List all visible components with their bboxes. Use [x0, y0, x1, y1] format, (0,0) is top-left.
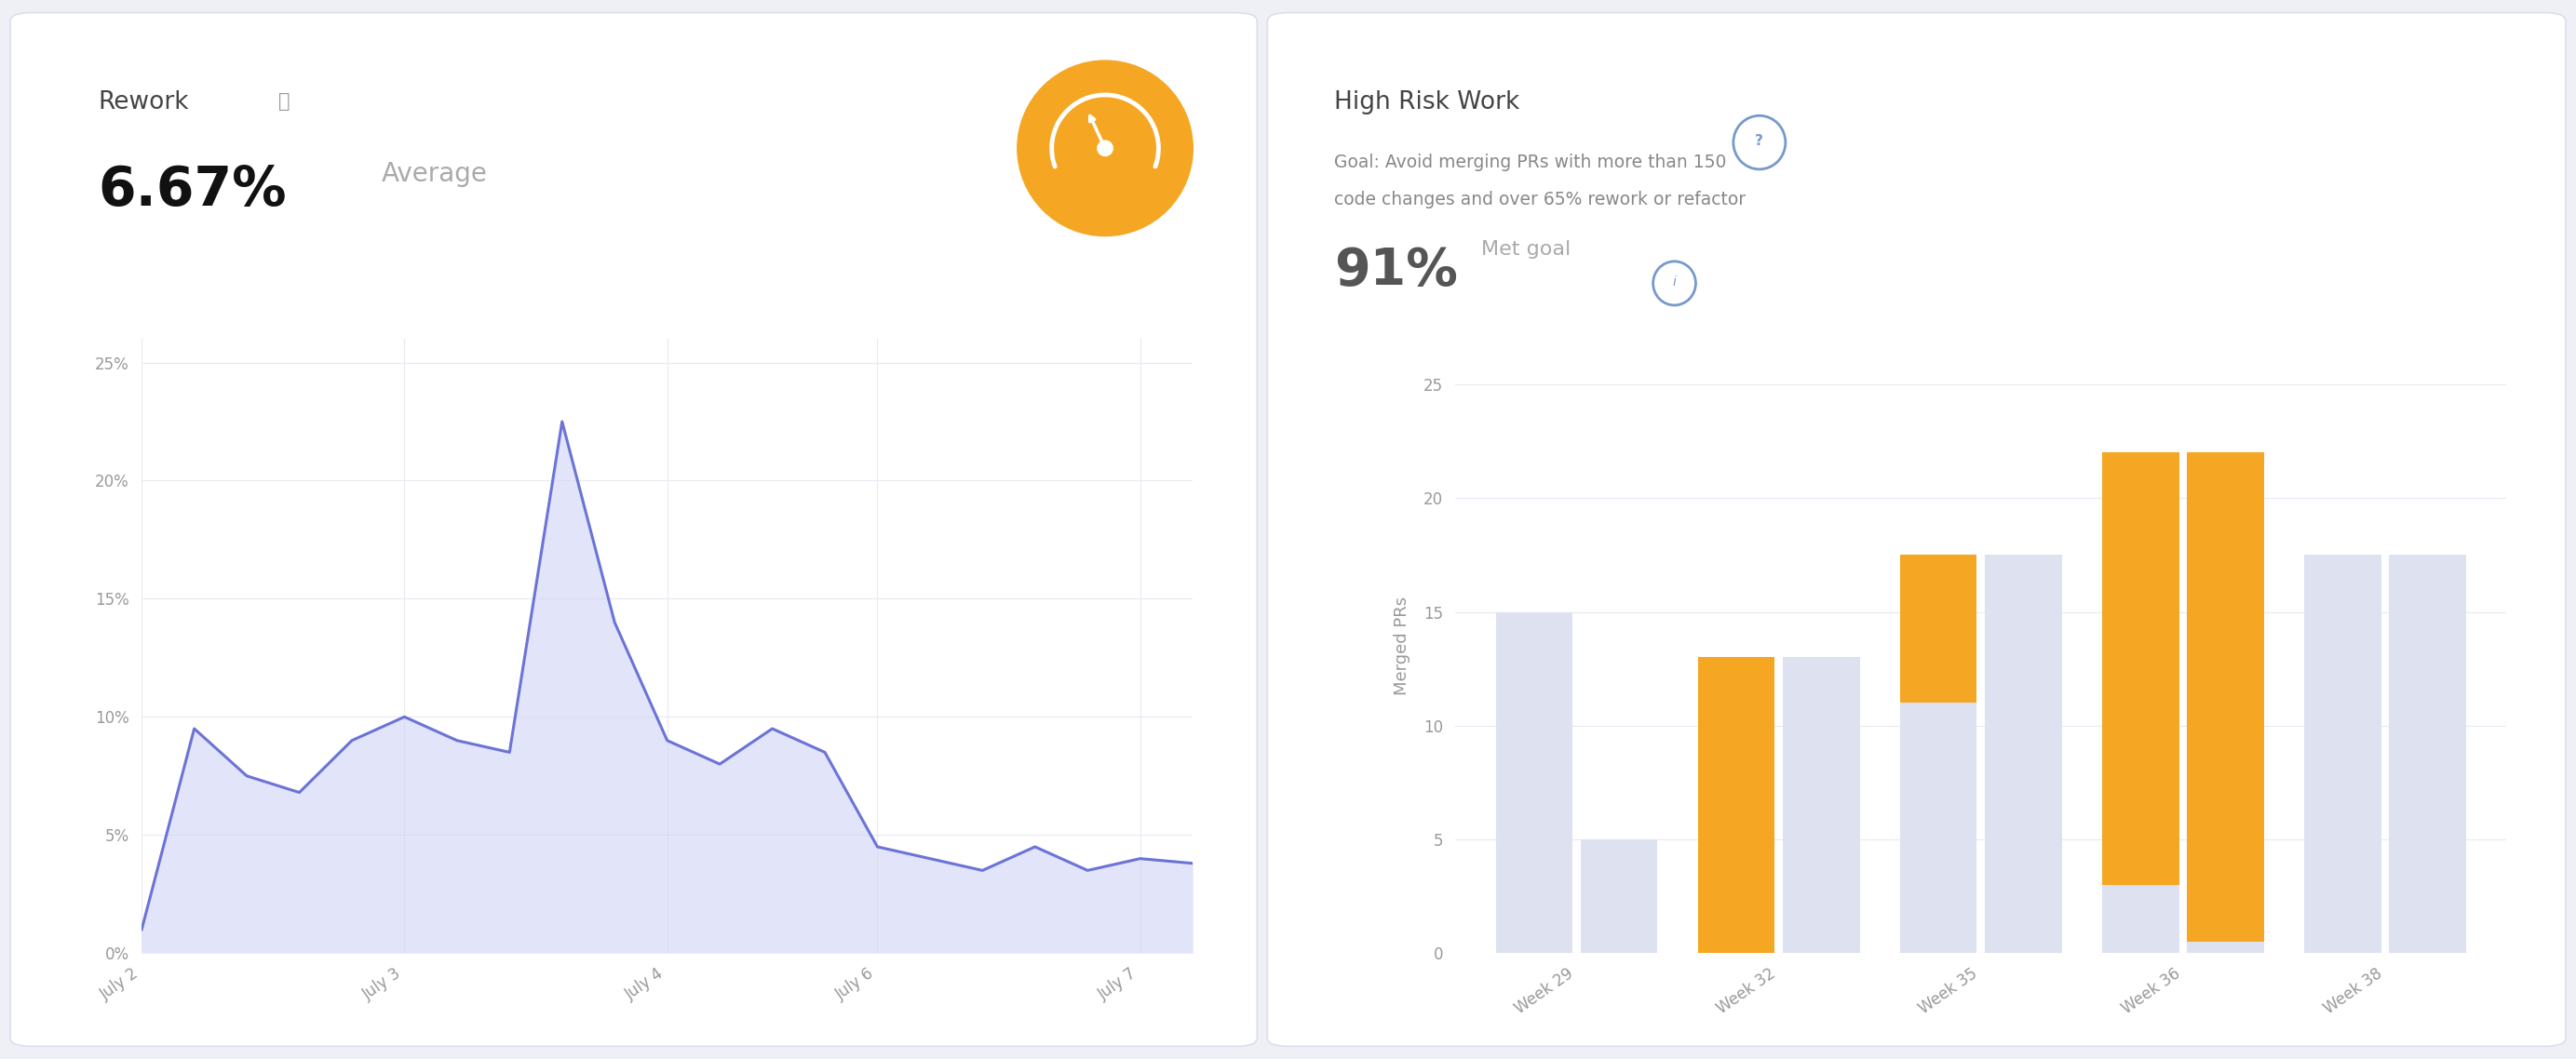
- Text: ⓘ: ⓘ: [278, 92, 291, 111]
- Bar: [2102, 452, 2179, 953]
- Bar: [1783, 658, 1860, 953]
- Bar: [1698, 658, 1775, 953]
- Bar: [1698, 658, 1775, 953]
- Text: Average: Average: [381, 161, 487, 187]
- Bar: [1986, 555, 2061, 953]
- Bar: [2388, 555, 2465, 953]
- Text: Met goal: Met goal: [1481, 240, 1571, 259]
- Circle shape: [1018, 60, 1193, 236]
- Bar: [1901, 555, 1976, 703]
- Bar: [2187, 452, 2264, 953]
- Text: ?: ?: [1754, 134, 1765, 148]
- Text: 91%: 91%: [1334, 246, 1458, 295]
- Bar: [1582, 840, 1656, 953]
- Bar: [2306, 555, 2380, 953]
- Text: Goal: Avoid merging PRs with more than 150: Goal: Avoid merging PRs with more than 1…: [1334, 154, 1726, 172]
- Circle shape: [1097, 141, 1113, 156]
- Text: Rework: Rework: [98, 90, 188, 114]
- Text: 6.67%: 6.67%: [98, 164, 286, 217]
- Bar: [1497, 612, 1574, 953]
- Y-axis label: Merged PRs: Merged PRs: [1394, 596, 1412, 696]
- Text: High Risk Work: High Risk Work: [1334, 90, 1520, 114]
- Bar: [2187, 452, 2264, 941]
- Bar: [1901, 555, 1976, 953]
- Text: i: i: [1672, 275, 1677, 289]
- Text: code changes and over 65% rework or refactor: code changes and over 65% rework or refa…: [1334, 191, 1747, 209]
- Bar: [2102, 452, 2179, 885]
